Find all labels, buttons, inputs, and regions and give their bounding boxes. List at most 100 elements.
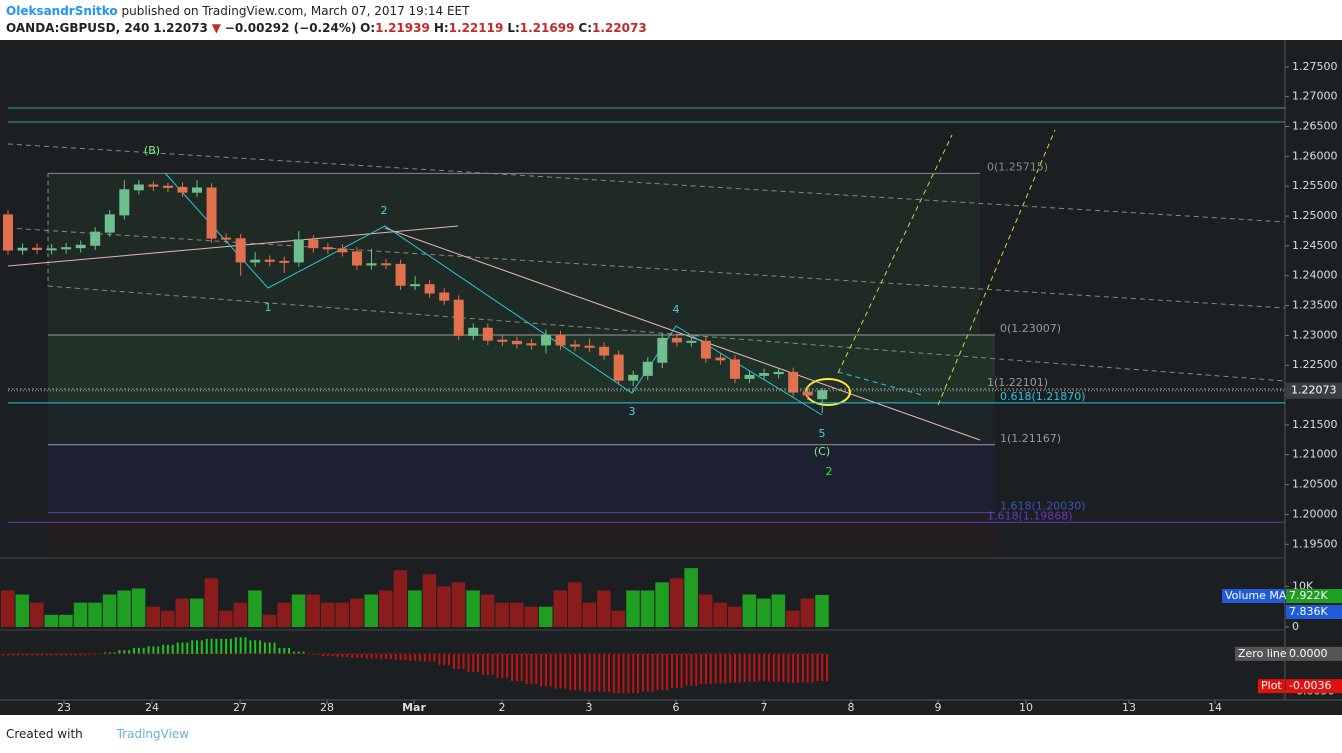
volume-bar [509,602,524,627]
candle-body [671,337,682,343]
volume-bar [800,598,815,627]
channel [7,143,1286,223]
fib-label: 1(1.21167) [1000,432,1061,445]
volume-bar [786,610,800,627]
volume-bar [640,590,655,627]
volume-bar [146,606,160,627]
y-tick-label: 1.24500 [1292,239,1338,252]
x-tick-label: 3 [586,701,593,714]
candle-body [584,345,595,348]
author[interactable]: OleksandrSnitko [6,4,118,18]
y-tick-label: 1.19500 [1292,537,1338,550]
wave-label: (C) [814,445,830,458]
x-tick-label: 24 [145,701,159,714]
candle-body [686,340,697,343]
ohlc-value: 1.21699 [519,21,575,35]
footer: Created with TradingView [6,727,189,741]
candle-body [642,361,653,376]
x-tick-label: 7 [761,701,768,714]
badge [1222,589,1285,603]
candle-body [133,184,144,191]
candle-body [221,237,232,240]
x-tick-label: 27 [233,701,247,714]
y-tick-label: 1.23500 [1292,299,1338,312]
symbol: OANDA:GBPUSD, 240 [6,21,150,35]
badge [1235,646,1285,661]
candle-body [17,247,28,251]
trendline [384,227,981,441]
volume-bar [742,594,757,627]
price-badge-label: 1.22073 [1291,384,1337,397]
candle-body [788,371,799,393]
brand[interactable]: TradingView [116,727,190,741]
candle-body [381,263,392,266]
candle-body [657,337,668,363]
y-tick-label: 0 [1292,620,1299,633]
badge-label: 7.836K [1289,605,1328,618]
y-tick-label: 1.25000 [1292,209,1338,222]
candle-body [177,186,188,193]
wave-label: 2 [381,204,388,217]
candle-body [235,238,246,263]
x-tick-label: 10 [1019,701,1033,714]
drawings [7,107,1286,441]
badge-label: -0.0036 [1289,679,1331,692]
volume-bar [306,594,320,627]
volume-bar [698,594,713,627]
volume-bar [495,602,509,627]
candle-body [351,251,362,266]
candle-body [279,260,290,263]
candle-body [264,259,275,262]
volume-bar [480,594,495,627]
volume-bar [117,590,131,627]
candle-body [337,248,348,253]
candle-body [410,284,421,287]
candle-body [482,327,493,341]
wave-label: (B) [144,144,160,157]
y-tick-label: 1.26500 [1292,120,1338,133]
volume-bar [320,602,335,627]
trendline [7,225,459,267]
ohlc-key: H: [433,21,449,35]
y-tick-label: 1.20000 [1292,507,1338,520]
ohlc-value: 1.21939 [375,21,430,35]
candle-body [46,248,57,251]
price: 1.22073 [153,21,208,35]
candle-body [773,371,784,375]
volume-bar [713,602,727,627]
volume-bar [611,610,626,627]
candle-body [613,354,624,381]
wave-label: 5 [819,427,826,440]
wave-path [164,172,823,416]
candle-body [439,292,450,301]
wave-label: 4 [673,303,680,316]
volume-bar [349,598,364,627]
volume-bar [771,594,786,627]
zone [48,444,995,513]
candle-body [540,334,551,346]
volume-bar [451,582,466,627]
change: −0.00292 (−0.24%) [224,21,357,35]
badge-label: Plot [1261,679,1282,692]
ohlc-key: C: [578,21,593,35]
badge [1258,679,1285,694]
badge [1286,646,1342,661]
fib-label: 0(1.23007) [1000,322,1061,335]
candle-body [497,339,508,342]
candle-body [250,259,261,263]
x-tick-label: 6 [673,701,680,714]
volume-bar [669,578,684,627]
volume-bar [538,606,553,627]
candle-body [628,374,639,381]
candle-body [526,343,537,346]
x-tick-label: 8 [848,701,855,714]
badge-label: Volume MA [1225,589,1287,602]
volume-bar [131,588,146,627]
candle-body [730,359,740,379]
y-tick-label: 1.26000 [1292,149,1338,162]
fib-label: 1(1.22101) [987,376,1048,389]
y-tick-label: 1.21000 [1292,448,1338,461]
volume-bar [335,602,349,627]
zone [48,512,995,555]
